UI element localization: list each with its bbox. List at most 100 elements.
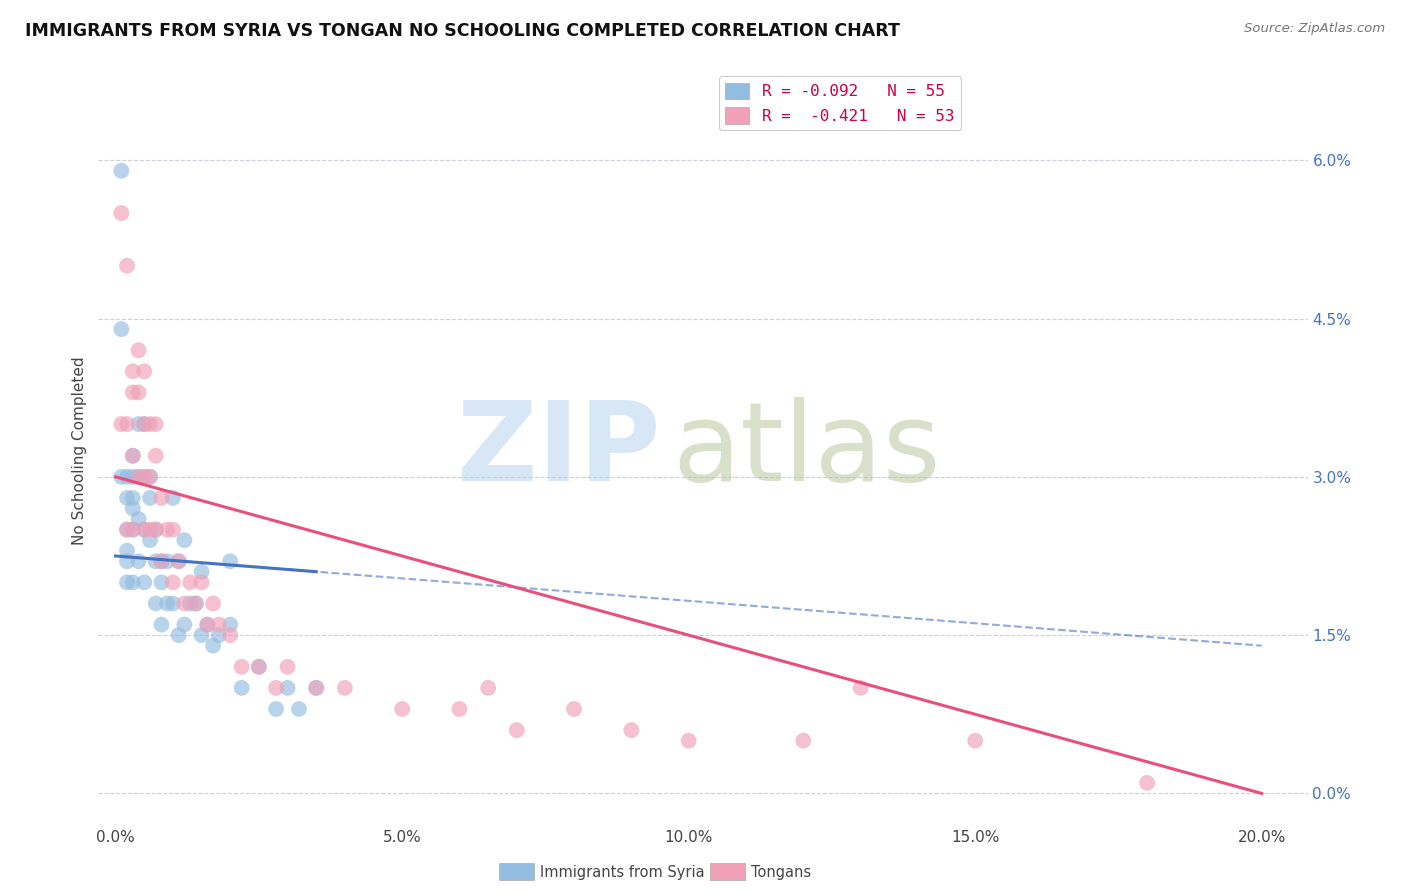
Point xyxy=(115,523,138,537)
Point xyxy=(115,259,138,273)
Point xyxy=(247,660,270,674)
Point xyxy=(208,628,231,642)
Point xyxy=(150,617,173,632)
Point xyxy=(391,702,413,716)
Text: IMMIGRANTS FROM SYRIA VS TONGAN NO SCHOOLING COMPLETED CORRELATION CHART: IMMIGRANTS FROM SYRIA VS TONGAN NO SCHOO… xyxy=(25,22,900,40)
Point xyxy=(115,470,138,484)
Point xyxy=(121,449,143,463)
Point xyxy=(128,343,150,358)
Point xyxy=(849,681,872,695)
Point xyxy=(145,449,167,463)
Point xyxy=(139,470,162,484)
Point xyxy=(121,523,143,537)
Point xyxy=(167,628,190,642)
Point xyxy=(231,660,253,674)
Point xyxy=(277,660,299,674)
Point xyxy=(167,554,190,568)
Point xyxy=(150,575,173,590)
Point xyxy=(678,733,700,747)
Point xyxy=(121,470,143,484)
Point xyxy=(162,597,184,611)
Point xyxy=(190,565,212,579)
Point xyxy=(121,501,143,516)
Point xyxy=(190,628,212,642)
Point xyxy=(110,470,132,484)
Point xyxy=(477,681,499,695)
Point xyxy=(965,733,987,747)
Point xyxy=(792,733,814,747)
Point xyxy=(128,512,150,526)
Point xyxy=(156,554,179,568)
Point xyxy=(150,554,173,568)
Point xyxy=(173,597,195,611)
Point xyxy=(145,417,167,431)
Point xyxy=(162,491,184,505)
Text: atlas: atlas xyxy=(672,397,941,504)
Point xyxy=(145,523,167,537)
Point xyxy=(121,491,143,505)
Point xyxy=(179,597,201,611)
Point xyxy=(121,385,143,400)
Point xyxy=(128,470,150,484)
Point xyxy=(128,385,150,400)
Point xyxy=(128,417,150,431)
Point xyxy=(115,575,138,590)
Point xyxy=(156,597,179,611)
Point xyxy=(134,523,156,537)
Point xyxy=(128,470,150,484)
Point xyxy=(134,523,156,537)
Text: Tongans: Tongans xyxy=(751,865,811,880)
Point xyxy=(184,597,207,611)
Point xyxy=(115,417,138,431)
Point xyxy=(139,523,162,537)
Point xyxy=(195,617,218,632)
Point xyxy=(247,660,270,674)
Point xyxy=(110,206,132,220)
Point xyxy=(121,523,143,537)
Point xyxy=(134,470,156,484)
Point xyxy=(121,575,143,590)
Point xyxy=(277,681,299,695)
Point xyxy=(134,364,156,378)
Point xyxy=(305,681,328,695)
Point xyxy=(305,681,328,695)
Point xyxy=(202,639,225,653)
Point xyxy=(115,491,138,505)
Point xyxy=(110,322,132,336)
Point xyxy=(449,702,471,716)
Y-axis label: No Schooling Completed: No Schooling Completed xyxy=(72,356,87,545)
Point xyxy=(134,417,156,431)
Point xyxy=(115,543,138,558)
Point xyxy=(134,575,156,590)
Point xyxy=(195,617,218,632)
Point xyxy=(139,491,162,505)
Point xyxy=(115,554,138,568)
Point xyxy=(121,449,143,463)
Point xyxy=(156,523,179,537)
Legend: R = -0.092   N = 55, R =  -0.421   N = 53: R = -0.092 N = 55, R = -0.421 N = 53 xyxy=(718,77,962,130)
Point xyxy=(134,470,156,484)
Point xyxy=(208,617,231,632)
Point xyxy=(134,417,156,431)
Point xyxy=(139,533,162,548)
Point xyxy=(264,702,287,716)
Point xyxy=(202,597,225,611)
Point xyxy=(219,554,242,568)
Point xyxy=(288,702,311,716)
Point xyxy=(145,554,167,568)
Point xyxy=(121,364,143,378)
Text: Immigrants from Syria: Immigrants from Syria xyxy=(540,865,704,880)
Point xyxy=(506,723,529,738)
Point xyxy=(562,702,585,716)
Point xyxy=(145,523,167,537)
Text: ZIP: ZIP xyxy=(457,397,661,504)
Point xyxy=(620,723,643,738)
Text: Source: ZipAtlas.com: Source: ZipAtlas.com xyxy=(1244,22,1385,36)
Point xyxy=(184,597,207,611)
Point xyxy=(173,617,195,632)
Point xyxy=(162,575,184,590)
Point xyxy=(145,597,167,611)
Point xyxy=(219,617,242,632)
Point xyxy=(173,533,195,548)
Point xyxy=(1136,776,1159,790)
